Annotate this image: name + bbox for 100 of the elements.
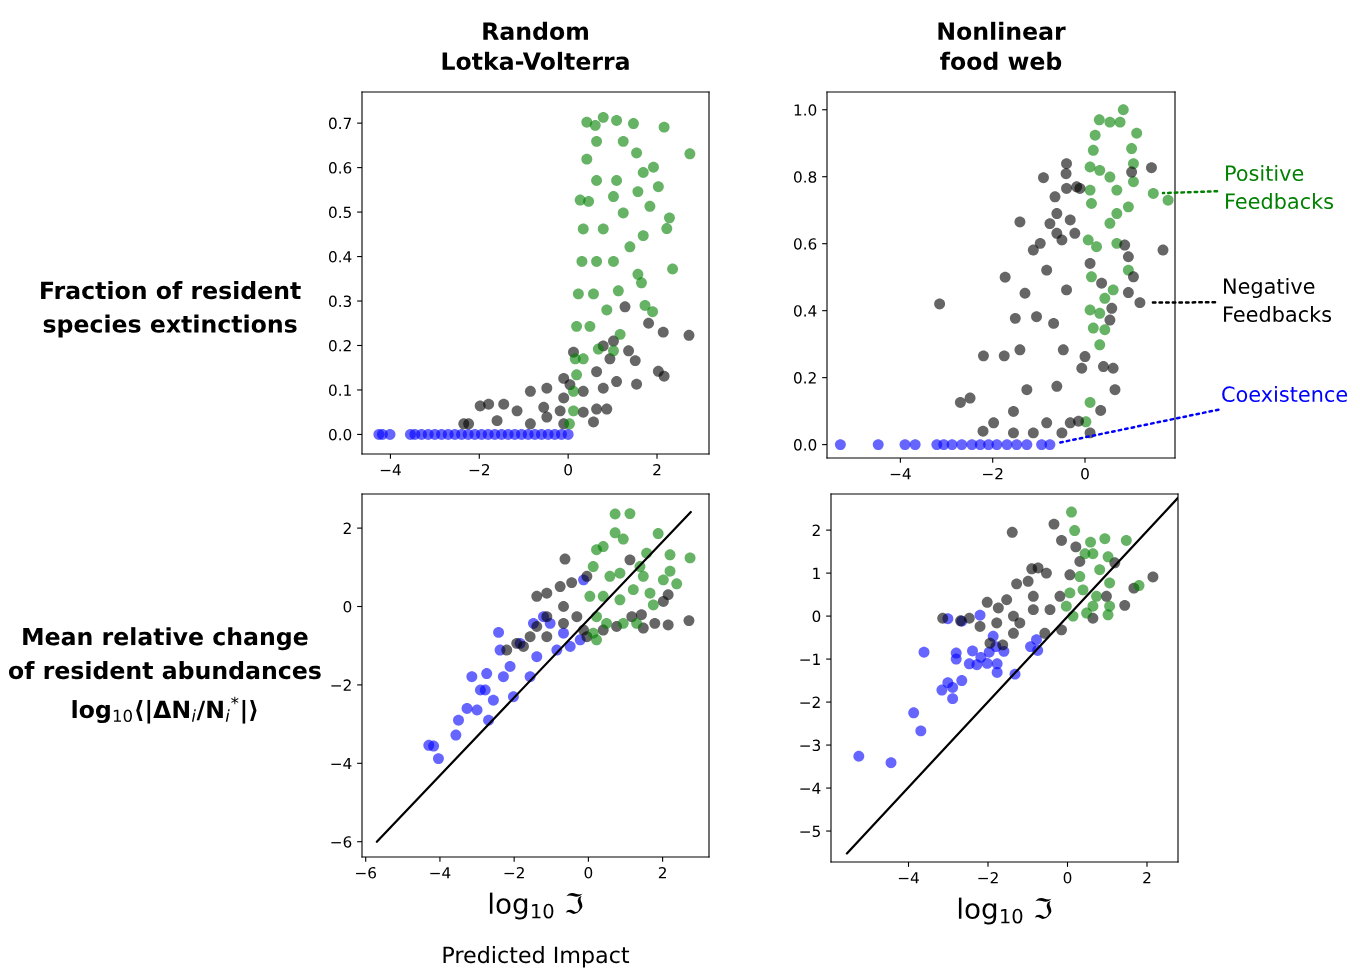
- point: [1107, 284, 1119, 296]
- point: [1122, 287, 1134, 299]
- point: [967, 645, 978, 657]
- point: [1006, 526, 1018, 538]
- point: [1009, 312, 1021, 324]
- point: [1014, 216, 1026, 228]
- point: [604, 570, 616, 582]
- point: [1122, 201, 1134, 213]
- point: [584, 590, 596, 602]
- point: [511, 405, 523, 417]
- point: [1087, 548, 1099, 560]
- point: [614, 328, 626, 340]
- point: [1049, 191, 1061, 203]
- point: [608, 335, 619, 347]
- point: [591, 255, 603, 267]
- point: [1057, 344, 1069, 356]
- point: [644, 200, 656, 212]
- y-tick-label: 0.2: [793, 372, 816, 384]
- y-tick-label: 0.1: [328, 384, 351, 396]
- point: [1064, 587, 1076, 599]
- point: [1056, 427, 1068, 439]
- point: [885, 757, 897, 769]
- point: [571, 611, 583, 623]
- point: [588, 416, 599, 428]
- y-tick-label: 0.3: [328, 295, 352, 308]
- point: [483, 398, 495, 410]
- point: [541, 411, 553, 423]
- point: [991, 666, 1003, 678]
- point: [1085, 536, 1097, 548]
- point: [1091, 590, 1102, 602]
- point: [558, 601, 569, 612]
- point: [1104, 577, 1116, 589]
- point: [577, 406, 589, 418]
- point: [1104, 217, 1116, 229]
- point: [574, 194, 586, 206]
- point: [601, 403, 613, 415]
- point: [627, 584, 639, 596]
- point: [609, 527, 621, 539]
- point: [1032, 562, 1044, 574]
- point: [662, 619, 674, 631]
- point: [571, 369, 583, 381]
- point: [611, 114, 623, 126]
- y-tick-label: 1.0: [794, 104, 817, 116]
- point: [1081, 607, 1093, 619]
- point: [587, 561, 599, 572]
- point: [1027, 604, 1039, 616]
- point: [934, 298, 946, 310]
- point: [1044, 439, 1056, 451]
- point: [1022, 575, 1034, 587]
- point: [909, 439, 921, 451]
- point: [1104, 116, 1116, 128]
- point: [631, 378, 643, 390]
- point: [853, 750, 865, 762]
- point: [639, 300, 651, 311]
- point: [637, 230, 649, 242]
- point: [635, 609, 647, 621]
- point: [1102, 551, 1114, 563]
- point: [644, 587, 656, 599]
- y-tick-label: 2: [343, 522, 351, 534]
- point: [1061, 158, 1073, 170]
- point: [1060, 600, 1072, 612]
- point: [631, 617, 643, 629]
- point: [1064, 417, 1076, 429]
- point: [524, 631, 536, 643]
- point: [1097, 361, 1109, 373]
- y-tick-label: 0.0: [328, 428, 352, 441]
- point: [664, 549, 676, 561]
- point: [1117, 104, 1129, 116]
- y-tick-label: −2: [800, 696, 820, 708]
- legend-label: Negative Feedbacks: [1224, 277, 1332, 323]
- y-tick-label: −3: [800, 739, 821, 752]
- point: [991, 617, 1003, 629]
- point: [1095, 404, 1107, 416]
- point: [1079, 351, 1091, 363]
- point: [450, 729, 462, 741]
- point: [1077, 584, 1089, 596]
- x-axis-title: log$_{10}$ ℑ: [958, 897, 1052, 925]
- point: [652, 528, 664, 540]
- point: [683, 329, 695, 341]
- point: [984, 637, 996, 649]
- point: [498, 398, 510, 410]
- point: [667, 263, 679, 275]
- point: [1127, 176, 1139, 188]
- point: [564, 641, 576, 652]
- point: [1074, 571, 1086, 583]
- point: [591, 175, 603, 186]
- point: [1111, 184, 1123, 196]
- point: [538, 401, 550, 413]
- x-tick-label: −2: [469, 463, 490, 476]
- point: [568, 405, 579, 417]
- y-tick-label: −5: [800, 825, 820, 838]
- point: [1120, 534, 1132, 546]
- y-tick-label: 1: [813, 567, 820, 579]
- point: [1106, 302, 1118, 314]
- y-tick-label: 0.5: [328, 206, 351, 219]
- point: [1069, 227, 1081, 239]
- point: [597, 223, 609, 235]
- point: [1126, 166, 1138, 178]
- point: [1007, 627, 1019, 639]
- point: [592, 343, 604, 355]
